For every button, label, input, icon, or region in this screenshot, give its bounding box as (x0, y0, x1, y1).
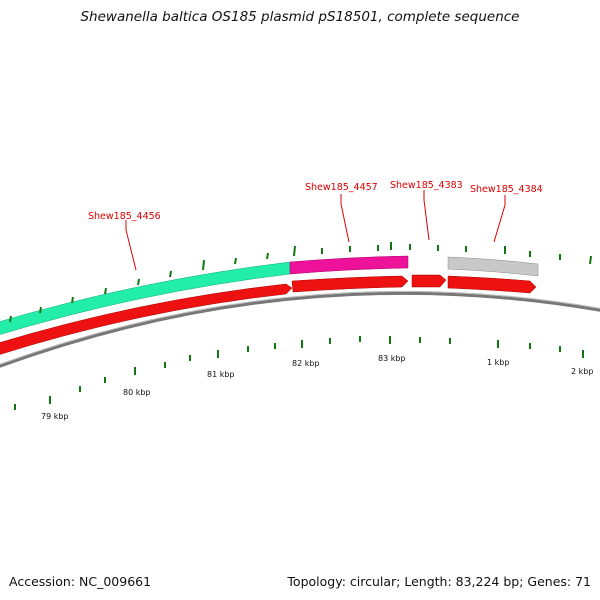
scale-label-82kbp: 82 kbp (292, 359, 320, 368)
backbone-arc (0, 291, 600, 368)
scale-label-2kbp: 2 kbp (571, 367, 593, 376)
inner-ticks (14, 336, 584, 410)
leader-line-4383 (423, 190, 430, 241)
leader-line-4384 (493, 195, 506, 243)
outer-ticks (9, 242, 592, 323)
scale-label-1kbp: 1 kbp (487, 358, 509, 367)
gene-label-4384: Shew185_4384 (470, 184, 543, 195)
cds-arrow-1[interactable] (0, 283, 293, 356)
accession-text: Accession: NC_009661 (9, 574, 152, 589)
gene-label-4457: Shew185_4457 (305, 182, 378, 193)
gene-feature-4457[interactable] (289, 255, 409, 275)
scale-label-80kbp: 80 kbp (123, 388, 151, 397)
topology-summary: Topology: circular; Length: 83,224 bp; G… (287, 574, 591, 589)
scale-label-81kbp: 81 kbp (207, 370, 235, 379)
gene-feature-4384[interactable] (447, 256, 539, 277)
leader-line-4457 (340, 194, 350, 243)
scale-label-83kbp: 83 kbp (378, 354, 406, 363)
scale-label-79kbp: 79 kbp (41, 412, 69, 421)
gene-ring (0, 255, 539, 335)
forward-strand-cds (0, 274, 537, 356)
cds-arrow-3[interactable] (411, 274, 447, 288)
map-title: Shewanella baltica OS185 plasmid pS18501… (80, 9, 520, 25)
cds-arrow-4[interactable] (447, 275, 537, 294)
gene-label-4456: Shew185_4456 (88, 211, 161, 222)
leader-line-4456 (125, 220, 137, 271)
gene-label-4383: Shew185_4383 (390, 180, 463, 191)
cds-arrow-2[interactable] (291, 275, 409, 293)
